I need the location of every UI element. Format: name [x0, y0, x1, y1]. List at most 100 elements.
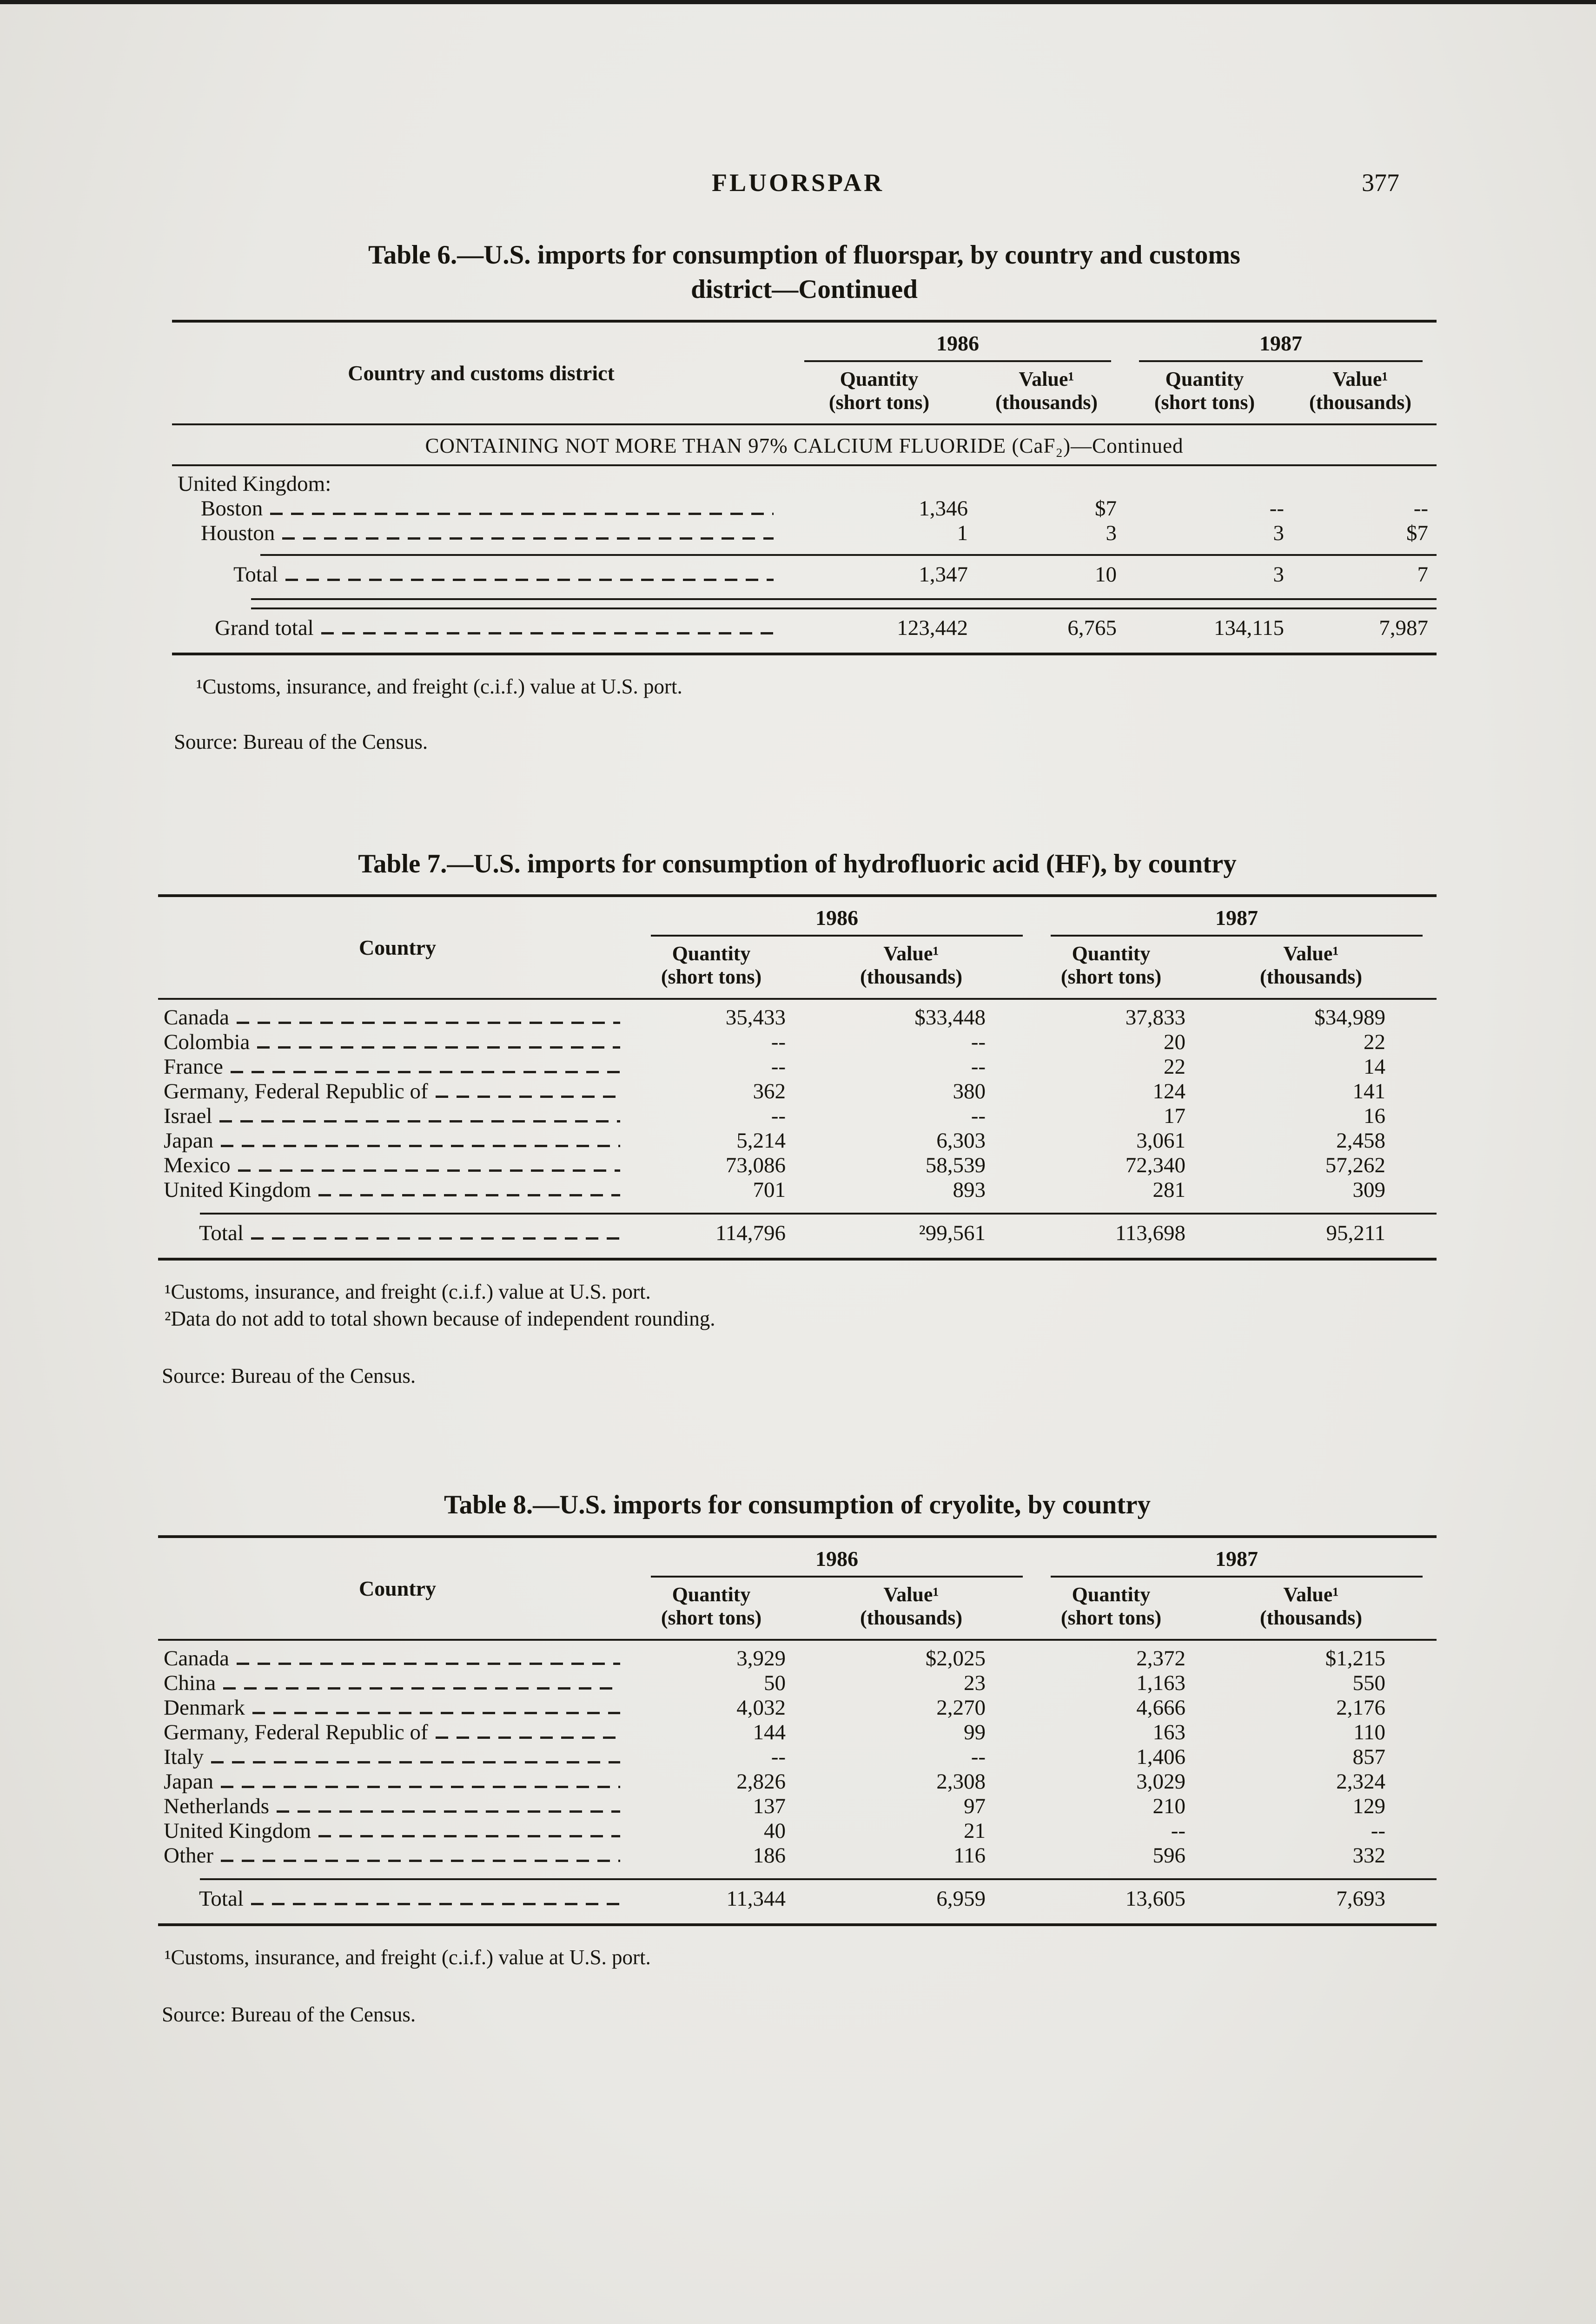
year-label: 1987	[1215, 906, 1258, 930]
value-cell: 4,032	[736, 1696, 786, 1720]
row-label-cell: Mexico	[158, 1153, 637, 1178]
column-header: Value¹ (thousands)	[837, 1578, 1037, 1639]
column-header-line: (short tons)	[661, 1606, 762, 1629]
dash-leader	[221, 1786, 620, 1788]
value-cell: 144	[753, 1720, 786, 1744]
column-header-line: (short tons)	[828, 391, 930, 414]
value-cell: 3	[1273, 562, 1285, 587]
source-note: Source: Bureau of the Census.	[162, 2003, 416, 2026]
value-cell: 110	[1353, 1720, 1385, 1744]
dash-leader	[238, 1169, 620, 1172]
row-label: Italy	[164, 1745, 204, 1769]
value-cell: --	[971, 1030, 986, 1054]
column-header: Value¹ (thousands)	[1292, 362, 1437, 423]
dash-leader	[435, 1736, 620, 1739]
row-label-cell: Boston	[172, 496, 790, 521]
column-header: Value¹ (thousands)	[1237, 1578, 1437, 1639]
column-header-line: Quantity	[672, 942, 751, 965]
table-title: Table 6.—U.S. imports for consumption of…	[368, 240, 1240, 270]
year-group-1986: 1986	[790, 323, 1125, 362]
value-cell: 3,929	[736, 1646, 786, 1670]
horizontal-rule	[172, 423, 1437, 425]
running-head: FLUORSPAR 377	[0, 168, 1596, 198]
table-row: Japan 2,826 2,308 3,029 2,324	[158, 1769, 1437, 1794]
value-cell: --	[771, 1055, 786, 1079]
value-cell: 11,344	[726, 1887, 786, 1911]
value-cell: --	[1269, 496, 1284, 521]
value-cell: --	[971, 1055, 986, 1079]
horizontal-rule	[158, 894, 1437, 897]
table-8: Table 8.—U.S. imports for consumption of…	[158, 1488, 1437, 2027]
table-row: Germany, Federal Republic of 144 99 163 110	[158, 1720, 1437, 1745]
row-label-cell: Israel	[158, 1104, 637, 1129]
dash-leader	[435, 1096, 620, 1098]
table-row: Total 1,347 10 3 7	[172, 556, 1437, 592]
value-cell: 124	[1152, 1079, 1186, 1103]
row-label: Germany, Federal Republic of	[164, 1079, 428, 1103]
table-row: Colombia -- -- 20 22	[158, 1030, 1437, 1055]
table-row: Total 11,344 6,959 13,605 7,693	[158, 1880, 1437, 1916]
row-label-cell: Germany, Federal Republic of	[158, 1720, 637, 1745]
value-cell: 95,211	[1326, 1221, 1385, 1245]
value-cell: $7	[1406, 521, 1428, 545]
value-cell: 134,115	[1213, 616, 1284, 640]
year-group-1987: 1987	[1125, 323, 1437, 362]
dash-leader	[282, 537, 774, 540]
dash-leader	[257, 1046, 620, 1049]
row-label: Grand total	[215, 616, 314, 640]
column-header-line: Value¹	[1019, 368, 1074, 390]
value-cell: 58,539	[925, 1153, 986, 1177]
value-cell: 1,406	[1136, 1745, 1185, 1769]
dash-leader	[219, 1120, 620, 1122]
table-title-line-2: district—Continued	[691, 275, 918, 304]
dash-leader	[251, 1237, 620, 1240]
horizontal-rule	[200, 1878, 1437, 1880]
value-cell: 35,433	[725, 1005, 786, 1030]
footnote: ¹Customs, insurance, and freight (c.i.f.…	[165, 1946, 651, 1969]
table-row: Houston 1 3 3 $7	[172, 521, 1437, 546]
row-label-cell: France	[158, 1055, 637, 1079]
row-label-cell: United Kingdom	[158, 1819, 637, 1843]
row-label: Total	[233, 562, 278, 587]
value-cell: 3,061	[1136, 1129, 1185, 1153]
value-cell: 99	[964, 1720, 986, 1744]
row-label-cell: Houston	[172, 521, 790, 546]
column-header-line: (short tons)	[1060, 1606, 1162, 1629]
year-label: 1987	[1215, 1547, 1258, 1571]
dash-leader	[251, 1903, 620, 1905]
horizontal-rule	[260, 554, 1437, 556]
year-rule	[1139, 360, 1423, 362]
dash-leader	[236, 1663, 620, 1665]
table-body: Canada 3,929 $2,025 2,372 $1,215 China 50 23 1,1…	[158, 1641, 1437, 1868]
row-label: France	[164, 1055, 223, 1079]
row-label: Total	[199, 1887, 244, 1911]
value-cell: 6,959	[936, 1887, 986, 1911]
value-cell: 596	[1152, 1843, 1186, 1868]
column-header-line: Value¹	[1283, 942, 1339, 965]
horizontal-rule	[200, 1213, 1437, 1215]
year-label: 1986	[815, 1547, 858, 1571]
horizontal-rule	[158, 1258, 1437, 1261]
dash-leader	[321, 632, 774, 634]
table-body: Canada 35,433 $33,448 37,833 $34,989 Colombia…	[158, 1000, 1437, 1202]
row-label: Denmark	[164, 1696, 245, 1720]
horizontal-rule	[158, 1923, 1437, 1926]
value-cell: --	[771, 1030, 786, 1054]
value-cell: 37,833	[1125, 1005, 1185, 1030]
value-cell	[790, 472, 976, 496]
row-label: Mexico	[164, 1153, 231, 1177]
column-header: Value¹ (thousands)	[976, 362, 1125, 423]
value-cell: 3	[1273, 521, 1285, 545]
column-header-line: Value¹	[1332, 368, 1388, 390]
double-rule	[251, 598, 1437, 609]
dash-leader	[318, 1194, 620, 1196]
value-cell: 550	[1352, 1671, 1386, 1695]
value-cell: 50	[764, 1671, 786, 1695]
value-cell: 163	[1152, 1720, 1186, 1744]
table-row: Boston 1,346 $7 -- --	[172, 496, 1437, 521]
dash-leader	[221, 1145, 620, 1147]
dash-leader	[230, 1071, 620, 1073]
value-cell: 16	[1364, 1104, 1385, 1128]
horizontal-rule	[172, 464, 1437, 466]
